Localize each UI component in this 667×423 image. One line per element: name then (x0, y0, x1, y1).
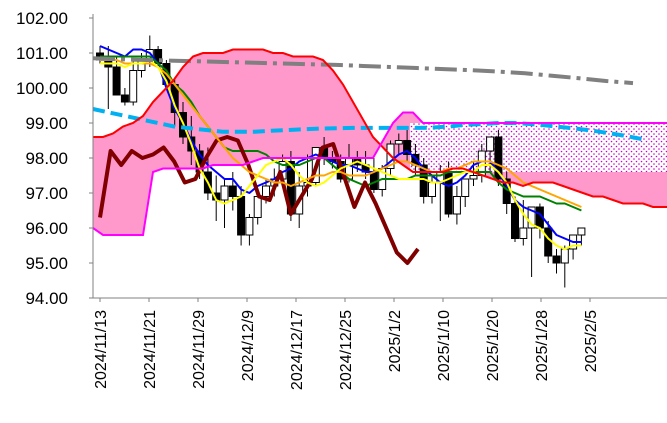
x-tick-label: 2024/12/25 (338, 310, 355, 390)
y-tick-label: 96.00 (25, 219, 68, 238)
candle-body (552, 255, 561, 264)
x-tick-label: 2024/11/21 (142, 310, 159, 389)
candle-body (452, 196, 461, 215)
series-line-2 (98, 135, 420, 265)
candle-body (120, 94, 129, 103)
y-tick-label: 95.00 (25, 254, 68, 273)
indicator-lines (92, 45, 667, 265)
y-tick-label: 101.00 (16, 44, 68, 63)
candle-body (519, 227, 528, 239)
candle-body (129, 70, 138, 103)
series-line-4 (100, 59, 582, 250)
senkou-span-b-line (92, 111, 667, 236)
candle-body (511, 203, 519, 239)
cloud-dotted-fill (410, 123, 667, 172)
candle-body (544, 227, 553, 257)
x-tick-label: 2024/11/29 (191, 310, 208, 389)
candle-body (403, 140, 412, 155)
x-tick-label: 2025/2/5 (583, 310, 600, 372)
candle-body (253, 196, 262, 218)
candle-body (486, 136, 495, 152)
ichimoku-cloud (93, 49, 667, 235)
candle-body (560, 248, 569, 264)
cloud-fill (93, 49, 667, 235)
x-tick-label: 2025/1/10 (436, 310, 453, 381)
x-tick-label: 2025/1/20 (485, 310, 502, 381)
x-tick-label: 2025/1/28 (534, 310, 551, 381)
candle-body (428, 182, 436, 197)
candle-body (112, 66, 121, 96)
y-tick-label: 100.00 (16, 79, 68, 98)
y-tick-label: 102.00 (16, 9, 68, 28)
candle-body (262, 185, 270, 197)
candle-body (469, 175, 478, 180)
x-tick-label: 2024/12/9 (240, 310, 257, 381)
candle-body (577, 227, 586, 236)
series-line-6 (92, 56, 634, 86)
x-tick-label: 2025/1/2 (387, 310, 404, 372)
candle-body (494, 136, 503, 180)
candle-body (245, 217, 254, 236)
x-tick-label: 2024/12/17 (289, 310, 306, 390)
candle-body (461, 178, 470, 197)
y-tick-label: 97.00 (25, 184, 68, 203)
y-tick-label: 98.00 (25, 149, 68, 168)
candle-body (228, 185, 237, 197)
y-tick-label: 94.00 (25, 289, 68, 308)
senkou-span-a-line (93, 48, 667, 208)
candle-body (527, 206, 536, 229)
x-tick-label: 2024/11/13 (93, 310, 110, 389)
candle-body (394, 140, 403, 145)
y-tick-label: 99.00 (25, 114, 68, 133)
candle-body (237, 196, 246, 236)
axes: 94.00 95.00 96.00 97.00 98.00 99.00 100.00 101.… (16, 9, 667, 390)
series-line-3 (100, 59, 582, 208)
candle-body (220, 185, 229, 201)
